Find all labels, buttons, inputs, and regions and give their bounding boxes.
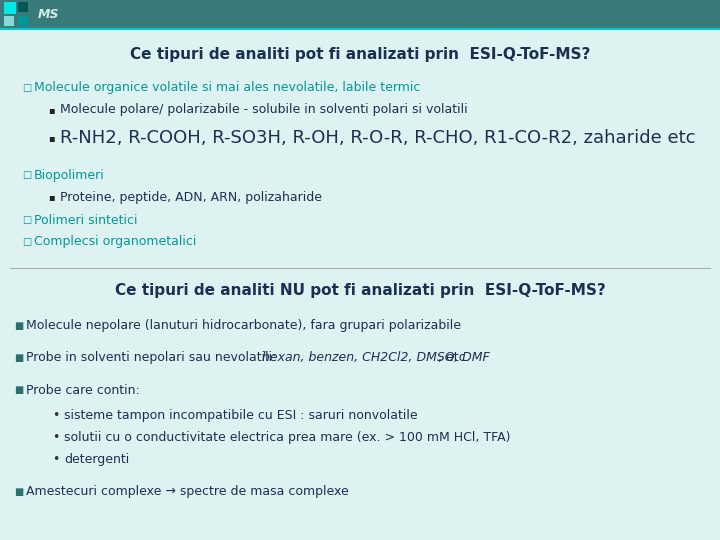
FancyBboxPatch shape — [4, 2, 16, 14]
Text: solutii cu o conductivitate electrica prea mare (ex. > 100 mM HCl, TFA): solutii cu o conductivitate electrica pr… — [64, 431, 510, 444]
Text: ▪: ▪ — [48, 192, 55, 202]
Text: •: • — [52, 409, 59, 422]
Text: Ce tipuri de analiti NU pot fi analizati prin  ESI-Q-ToF-MS?: Ce tipuri de analiti NU pot fi analizati… — [114, 282, 606, 298]
Text: Complecsi organometalici: Complecsi organometalici — [34, 235, 197, 248]
FancyBboxPatch shape — [18, 2, 28, 12]
Text: □: □ — [22, 215, 31, 225]
Text: Biopolimeri: Biopolimeri — [34, 168, 104, 181]
Text: R-NH2, R-COOH, R-SO3H, R-OH, R-O-R, R-CHO, R1-CO-R2, zaharide etc: R-NH2, R-COOH, R-SO3H, R-OH, R-O-R, R-CH… — [60, 129, 696, 147]
FancyBboxPatch shape — [18, 16, 28, 26]
Text: ■: ■ — [14, 321, 23, 331]
Text: ■: ■ — [14, 353, 23, 363]
FancyBboxPatch shape — [0, 0, 720, 28]
Text: Probe care contin:: Probe care contin: — [26, 383, 140, 396]
Text: Polimeri sintetici: Polimeri sintetici — [34, 213, 138, 226]
Text: MS: MS — [38, 8, 60, 21]
Text: Amestecuri complexe → spectre de masa complexe: Amestecuri complexe → spectre de masa co… — [26, 485, 348, 498]
Text: , etc.: , etc. — [438, 352, 470, 365]
Text: □: □ — [22, 170, 31, 180]
Text: □: □ — [22, 83, 31, 93]
Text: sisteme tampon incompatibile cu ESI : saruri nonvolatile: sisteme tampon incompatibile cu ESI : sa… — [64, 409, 418, 422]
Text: □: □ — [22, 237, 31, 247]
Text: Proteine, peptide, ADN, ARN, polizaharide: Proteine, peptide, ADN, ARN, polizaharid… — [60, 191, 322, 204]
FancyBboxPatch shape — [4, 16, 14, 26]
Text: •: • — [52, 454, 59, 467]
Text: ▪: ▪ — [48, 105, 55, 115]
Text: Ce tipuri de analiti pot fi analizati prin  ESI-Q-ToF-MS?: Ce tipuri de analiti pot fi analizati pr… — [130, 48, 590, 63]
Text: detergenti: detergenti — [64, 454, 130, 467]
Text: ■: ■ — [14, 487, 23, 497]
Text: Molecule polare/ polarizabile - solubile in solventi polari si volatili: Molecule polare/ polarizabile - solubile… — [60, 104, 467, 117]
Text: hexan, benzen, CH2Cl2, DMSO, DMF: hexan, benzen, CH2Cl2, DMSO, DMF — [263, 352, 490, 365]
Text: ▪: ▪ — [48, 133, 55, 143]
Text: Molecule organice volatile si mai ales nevolatile, labile termic: Molecule organice volatile si mai ales n… — [34, 82, 420, 94]
Text: •: • — [52, 431, 59, 444]
Text: Molecule nepolare (lanuturi hidrocarbonate), fara grupari polarizabile: Molecule nepolare (lanuturi hidrocarbona… — [26, 320, 461, 333]
Text: ■: ■ — [14, 385, 23, 395]
Text: Probe in solventi nepolari sau nevolatili:: Probe in solventi nepolari sau nevolatil… — [26, 352, 280, 365]
